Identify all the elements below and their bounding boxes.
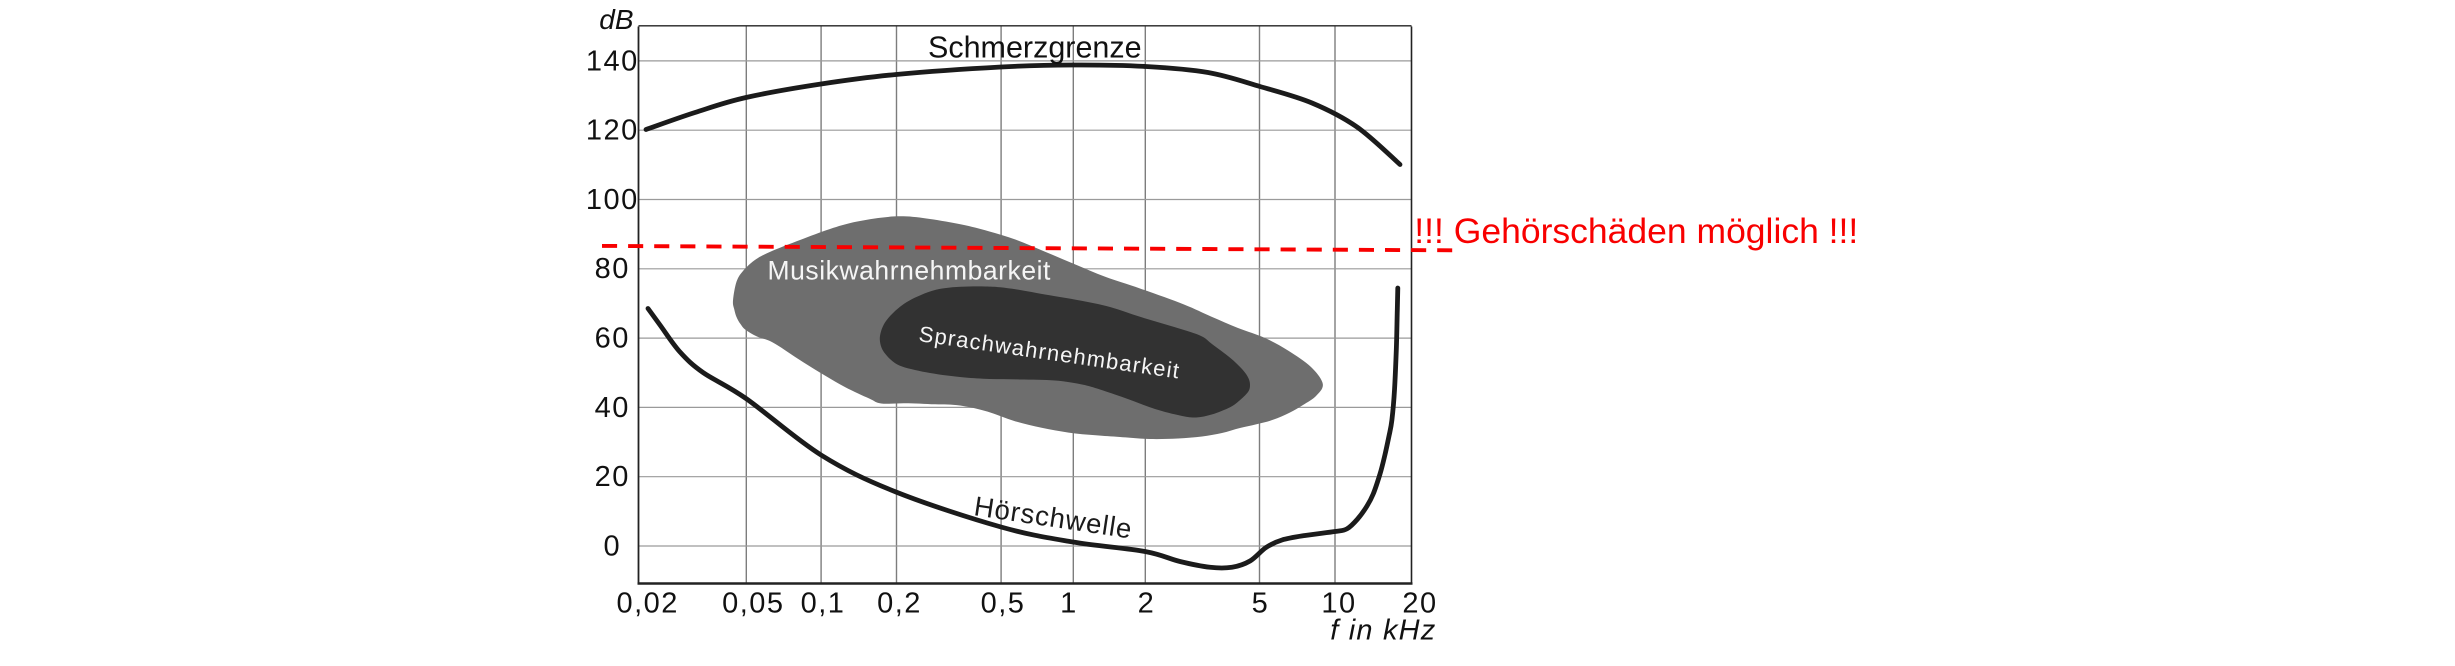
svg-text:dB: dB — [599, 4, 633, 35]
svg-text:60: 60 — [595, 323, 630, 355]
svg-text:0,5: 0,5 — [981, 588, 1026, 620]
svg-text:20: 20 — [595, 461, 630, 493]
svg-text:Musikwahrnehmbarkeit: Musikwahrnehmbarkeit — [768, 256, 1052, 286]
svg-text:80: 80 — [595, 253, 630, 285]
svg-text:0,05: 0,05 — [722, 588, 784, 620]
svg-text:2: 2 — [1138, 588, 1156, 620]
svg-text:0,2: 0,2 — [877, 588, 922, 620]
svg-text:0,1: 0,1 — [801, 588, 846, 620]
svg-text:!!! Gehörschäden möglich !!!: !!! Gehörschäden möglich !!! — [1414, 211, 1858, 251]
svg-text:40: 40 — [595, 392, 630, 424]
svg-text:20: 20 — [1402, 588, 1437, 620]
svg-text:0,02: 0,02 — [616, 588, 678, 620]
svg-text:5: 5 — [1252, 588, 1270, 620]
svg-text:120: 120 — [586, 115, 639, 147]
svg-text:f in kHz: f in kHz — [1330, 615, 1436, 647]
svg-text:140: 140 — [586, 45, 639, 77]
svg-text:1: 1 — [1060, 588, 1078, 620]
svg-text:10: 10 — [1321, 588, 1356, 620]
svg-text:Schmerzgrenze: Schmerzgrenze — [928, 31, 1142, 65]
svg-text:100: 100 — [586, 184, 639, 216]
svg-text:0: 0 — [603, 530, 621, 562]
